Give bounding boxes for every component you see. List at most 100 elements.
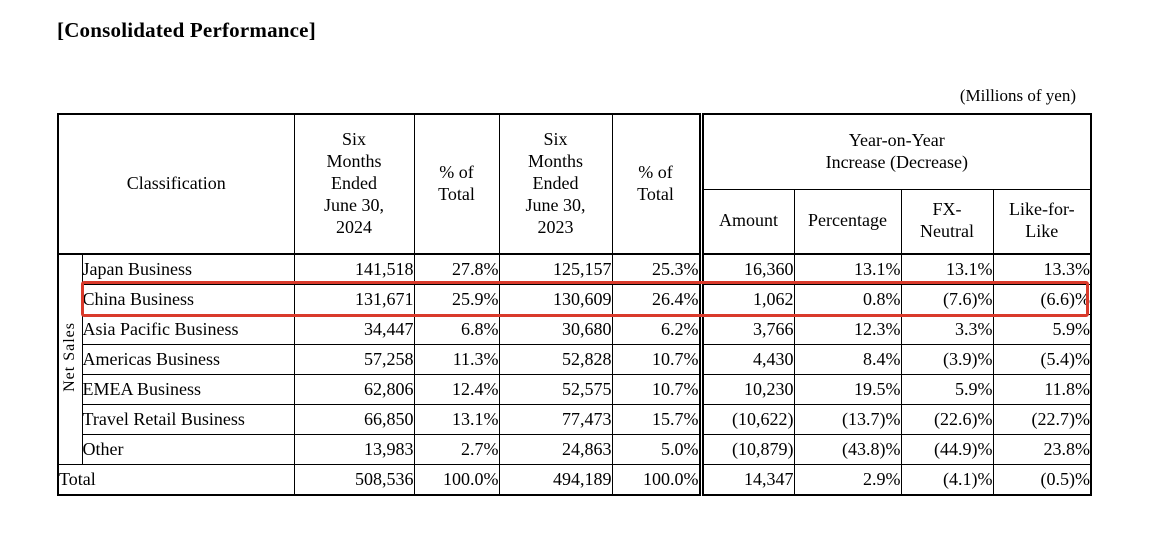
- cell-pct2023: 6.2%: [611, 313, 702, 345]
- cell-fx-neutral: (44.9)%: [900, 433, 994, 465]
- total-amount: 14,347: [698, 463, 795, 496]
- cell-fx-neutral: 3.3%: [900, 313, 994, 345]
- table-footer: Total 508,536 100.0% 494,189 100.0% 14,3…: [57, 463, 1092, 496]
- cell-fy2024: 62,806: [293, 373, 415, 405]
- row-label: Americas Business: [81, 343, 295, 375]
- cell-fx-neutral: (7.6)%: [900, 283, 994, 315]
- cell-fy2024: 131,671: [293, 283, 415, 315]
- unit-note: (Millions of yen): [959, 86, 1076, 105]
- total-pct2024: 100.0%: [413, 463, 500, 496]
- cell-amount: 1,062: [698, 283, 795, 315]
- header-like-for-like: Like-for- Like: [992, 188, 1092, 255]
- consolidated-performance-table: Classification Six Months Ended June 30,…: [57, 113, 1093, 496]
- cell-amount: (10,622): [698, 403, 795, 435]
- cell-percentage: (43.8)%: [793, 433, 902, 465]
- cell-like-for-like: 13.3%: [992, 253, 1092, 285]
- page-title: [Consolidated Performance]: [57, 18, 316, 42]
- cell-percentage: 8.4%: [793, 343, 902, 375]
- cell-fy2023: 125,157: [498, 253, 613, 285]
- header-period-2024: Six Months Ended June 30, 2024: [293, 113, 415, 255]
- header-yoy-group: Year-on-Year Increase (Decrease): [698, 113, 1092, 190]
- cell-pct2023: 10.7%: [611, 343, 702, 375]
- cell-pct2023: 10.7%: [611, 373, 702, 405]
- cell-pct2023: 5.0%: [611, 433, 702, 465]
- cell-percentage: 19.5%: [793, 373, 902, 405]
- table-row: Asia Pacific Business 34,447 6.8% 30,680 6.2…: [58, 313, 1092, 345]
- cell-fx-neutral: (3.9)%: [900, 343, 994, 375]
- cell-percentage: 12.3%: [793, 313, 902, 345]
- cell-percentage: 0.8%: [793, 283, 902, 315]
- row-group-label: Net Sales: [61, 321, 79, 392]
- table-wrapper: Classification Six Months Ended June 30,…: [57, 113, 1093, 496]
- table-header: Classification Six Months Ended June 30,…: [57, 113, 1092, 255]
- header-pct-total-2024: % of Total: [413, 113, 500, 255]
- cell-fy2023: 52,828: [498, 343, 613, 375]
- total-percentage: 2.9%: [793, 463, 902, 496]
- cell-pct2023: 15.7%: [611, 403, 702, 435]
- row-label: EMEA Business: [81, 373, 295, 405]
- cell-fy2023: 52,575: [498, 373, 613, 405]
- cell-like-for-like: 5.9%: [992, 313, 1092, 345]
- header-classification: Classification: [57, 113, 295, 255]
- cell-amount: 3,766: [698, 313, 795, 345]
- header-percentage: Percentage: [793, 188, 902, 255]
- row-label: Other: [81, 433, 295, 465]
- cell-fy2024: 66,850: [293, 403, 415, 435]
- cell-fy2023: 24,863: [498, 433, 613, 465]
- total-row: Total 508,536 100.0% 494,189 100.0% 14,3…: [57, 463, 1092, 496]
- row-label: China Business: [81, 283, 295, 315]
- cell-like-for-like: (6.6)%: [992, 283, 1092, 315]
- cell-amount: 16,360: [698, 253, 795, 285]
- cell-pct2024: 11.3%: [413, 343, 500, 375]
- total-like-for-like: (0.5)%: [992, 463, 1092, 496]
- cell-fy2023: 130,609: [498, 283, 613, 315]
- cell-pct2024: 25.9%: [413, 283, 500, 315]
- cell-pct2023: 25.3%: [611, 253, 702, 285]
- header-pct-total-2023: % of Total: [611, 113, 702, 255]
- table-row: Other 13,983 2.7% 24,863 5.0% (10,879) (43.8)%…: [58, 433, 1092, 465]
- cell-pct2024: 2.7%: [413, 433, 500, 465]
- cell-pct2024: 13.1%: [413, 403, 500, 435]
- header-period-2023: Six Months Ended June 30, 2023: [498, 113, 613, 255]
- cell-pct2024: 27.8%: [413, 253, 500, 285]
- header-amount: Amount: [698, 188, 795, 255]
- cell-fy2023: 77,473: [498, 403, 613, 435]
- row-label: Asia Pacific Business: [81, 313, 295, 345]
- cell-amount: (10,879): [698, 433, 795, 465]
- cell-pct2023: 26.4%: [611, 283, 702, 315]
- total-pct2023: 100.0%: [611, 463, 702, 496]
- cell-percentage: (13.7)%: [793, 403, 902, 435]
- table-body: Net Sales Japan Business 141,518 27.8% 125,1…: [57, 253, 1092, 465]
- total-fy2024: 508,536: [293, 463, 415, 496]
- total-fx-neutral: (4.1)%: [900, 463, 994, 496]
- row-label: Japan Business: [81, 253, 295, 285]
- cell-like-for-like: 11.8%: [992, 373, 1092, 405]
- table-row: EMEA Business 62,806 12.4% 52,575 10.7% 10,23…: [58, 373, 1092, 405]
- total-label: Total: [57, 463, 295, 496]
- cell-pct2024: 6.8%: [413, 313, 500, 345]
- cell-percentage: 13.1%: [793, 253, 902, 285]
- cell-pct2024: 12.4%: [413, 373, 500, 405]
- row-label: Travel Retail Business: [81, 403, 295, 435]
- cell-fx-neutral: (22.6)%: [900, 403, 994, 435]
- cell-amount: 10,230: [698, 373, 795, 405]
- table-row: China Business 131,671 25.9% 130,609 26.4% 1,…: [58, 283, 1092, 315]
- total-fy2023: 494,189: [498, 463, 613, 496]
- table-row: Net Sales Japan Business 141,518 27.8% 125,1…: [57, 253, 1092, 465]
- table-row: Americas Business 57,258 11.3% 52,828 10.7% 4…: [58, 343, 1092, 375]
- table-row: Travel Retail Business 66,850 13.1% 77,473 1…: [58, 403, 1092, 435]
- cell-fx-neutral: 13.1%: [900, 253, 994, 285]
- cell-like-for-like: 23.8%: [992, 433, 1092, 465]
- cell-fy2024: 13,983: [293, 433, 415, 465]
- cell-fx-neutral: 5.9%: [900, 373, 994, 405]
- cell-fy2024: 57,258: [293, 343, 415, 375]
- header-fx-neutral: FX- Neutral: [900, 188, 994, 255]
- row-group-cell: Net Sales: [57, 253, 83, 465]
- cell-fy2024: 34,447: [293, 313, 415, 345]
- cell-fy2023: 30,680: [498, 313, 613, 345]
- cell-like-for-like: (5.4)%: [992, 343, 1092, 375]
- cell-fy2024: 141,518: [293, 253, 415, 285]
- cell-like-for-like: (22.7)%: [992, 403, 1092, 435]
- cell-amount: 4,430: [698, 343, 795, 375]
